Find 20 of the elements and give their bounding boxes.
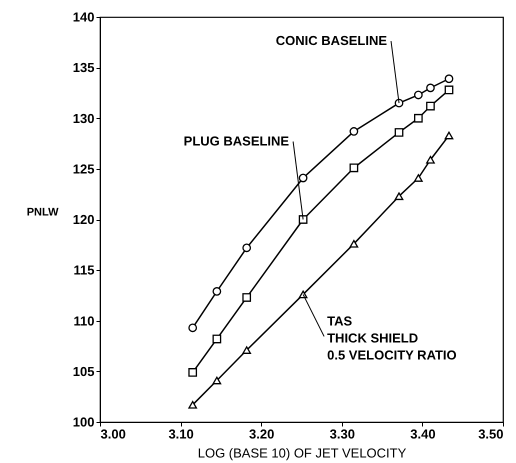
y-axis-title: PNLW (26, 206, 60, 218)
x-tick-label: 3.00 (100, 426, 126, 442)
x-tick-label: 3.10 (168, 426, 194, 442)
y-tick-label: 135 (72, 60, 94, 76)
x-tick-label: 3.50 (478, 426, 504, 442)
y-tick-label: 115 (74, 262, 94, 278)
y-tick-label: 140 (72, 10, 94, 24)
y-tick-label: 125 (72, 161, 94, 176)
y-tick-label: 100 (72, 414, 94, 430)
text: CONIC BASELINE (276, 33, 388, 48)
y-tick-label: 110 (74, 313, 94, 328)
x-tick-label: 3.20 (249, 426, 274, 442)
x-tick-label: 3.30 (330, 426, 355, 442)
y-tick-label: 130 (72, 110, 94, 126)
y-tick-label: 120 (72, 212, 94, 227)
x-axis-title: LOG (BASE 10) OF JET VELOCITY (198, 446, 407, 460)
series-label: TAS THICK SHIELD 0.5 VELOCITY RATIO (327, 313, 457, 362)
y-tick-label: 105 (72, 364, 94, 379)
x-tick-label: 3.40 (410, 426, 436, 442)
text: PLUG BASELINE (184, 134, 290, 148)
